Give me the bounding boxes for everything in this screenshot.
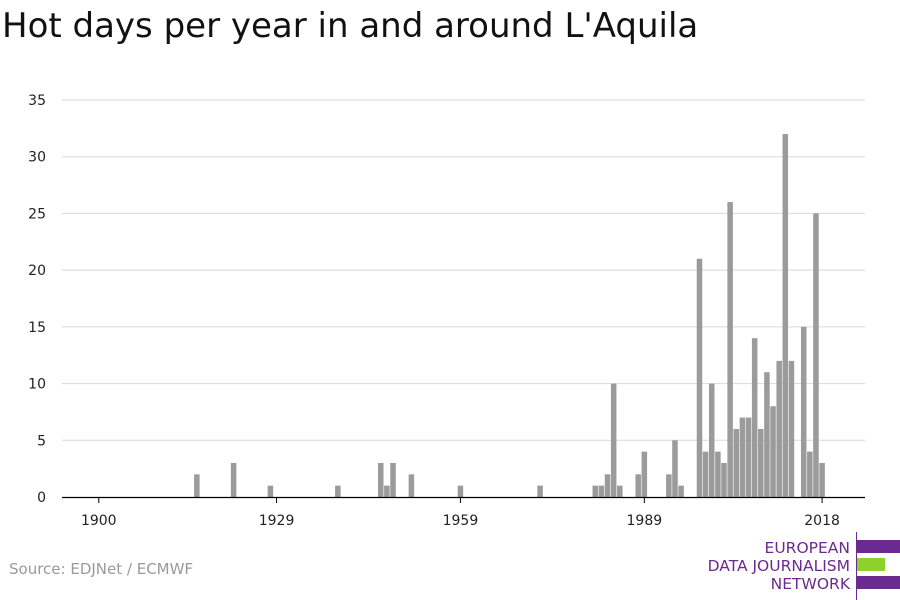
bar-1983	[604, 474, 611, 497]
bar-2001	[715, 451, 721, 497]
y-tick-label-30: 30	[28, 150, 46, 166]
bar-2011	[776, 360, 782, 497]
bar-2006	[745, 417, 752, 497]
logo-purple-bar-bottom	[857, 576, 900, 589]
y-tick-label-10: 10	[28, 377, 46, 393]
bar-2000	[708, 383, 715, 497]
bar-2018	[819, 462, 825, 497]
x-tick-label-2018: 2018	[804, 513, 840, 529]
y-tick-label-35: 35	[28, 93, 46, 109]
bar-2015	[800, 326, 807, 497]
bar-1928	[267, 485, 274, 497]
bar-2013	[788, 360, 795, 497]
edjnet-logo: EUROPEAN DATA JOURNALISM NETWORK	[700, 532, 900, 600]
bar-1916	[194, 474, 200, 497]
bar-1982	[598, 485, 605, 497]
bar-1989	[641, 451, 648, 497]
x-tick-label-1929: 1929	[259, 513, 295, 529]
bar-2017	[813, 213, 819, 497]
logo-green-bar	[857, 558, 885, 571]
bar-1959	[457, 485, 464, 497]
y-tick-label-0: 0	[37, 490, 46, 506]
bar-1993	[666, 474, 672, 497]
bar-1948	[390, 462, 396, 497]
bar-1939	[335, 485, 341, 497]
y-tick-label-25: 25	[28, 206, 46, 222]
x-tick-label-1959: 1959	[443, 513, 479, 529]
logo-purple-bar-top	[857, 540, 900, 553]
grid-lines	[62, 99, 865, 441]
bar-1998	[696, 258, 703, 497]
logo-text-line-3: NETWORK	[770, 575, 850, 593]
bar-1984	[610, 383, 617, 497]
logo-text-line-1: EUROPEAN	[764, 539, 850, 557]
source-note: Source: EDJNet / ECMWF	[9, 560, 194, 578]
bar-1951	[408, 474, 415, 497]
bar-2005	[739, 417, 746, 497]
bars	[194, 134, 825, 498]
y-tick-label-20: 20	[28, 263, 46, 279]
bar-1972	[537, 485, 543, 497]
bar-2007	[751, 338, 758, 497]
logo-divider	[856, 532, 857, 600]
bar-1981	[592, 485, 599, 497]
bar-1999	[702, 451, 709, 497]
bar-1995	[678, 485, 684, 497]
y-tick-label-5: 5	[37, 433, 46, 449]
bar-2009	[764, 372, 770, 497]
chart-title: Hot days per year in and around L'Aquila	[2, 6, 699, 46]
bar-2010	[770, 406, 776, 497]
bar-1946	[377, 462, 384, 497]
bar-2004	[733, 428, 740, 497]
y-tick-label-15: 15	[28, 320, 46, 336]
logo-text-line-2: DATA JOURNALISM	[707, 557, 850, 575]
axes: 0 5 10 15 20 25 30 35 1900 1929 1959 1989 2018	[28, 93, 865, 529]
bar-1988	[635, 474, 641, 497]
bar-2002	[721, 462, 727, 497]
bar-chart: 0 5 10 15 20 25 30 35 1900 1929 1959 1989 2018	[28, 93, 865, 529]
bar-2003	[727, 202, 733, 498]
x-tick-label-1900: 1900	[81, 513, 117, 529]
bar-2008	[758, 428, 764, 497]
bar-1994	[672, 440, 678, 497]
x-tick-label-1989: 1989	[627, 513, 663, 529]
bar-1985	[617, 485, 623, 497]
bar-2016	[807, 451, 813, 497]
bar-1947	[384, 485, 390, 497]
bar-2012	[782, 134, 789, 497]
bar-1922	[230, 462, 237, 497]
